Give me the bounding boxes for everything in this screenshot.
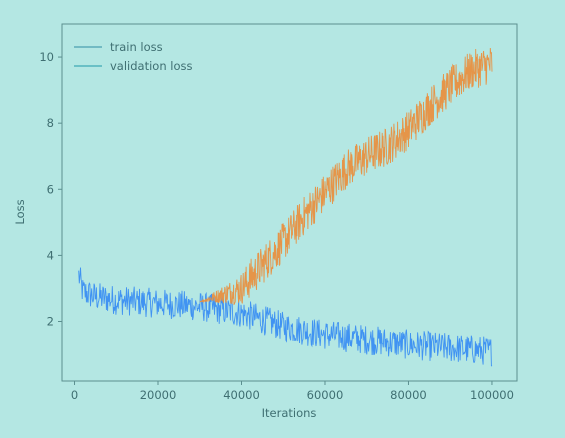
y-tick-label: 2 <box>47 315 54 329</box>
x-tick-label: 20000 <box>140 388 177 402</box>
series-line-train-loss <box>78 267 493 367</box>
series-line-validation-loss <box>199 47 493 306</box>
x-axis-label: Iterations <box>262 406 317 420</box>
x-tick-label: 80000 <box>390 388 427 402</box>
y-axis-ticks: 2 4 6 8 10 <box>39 50 62 329</box>
legend: train loss validation loss <box>74 40 193 73</box>
y-axis-label: Loss <box>13 199 27 224</box>
legend-label-train-loss: train loss <box>110 40 163 54</box>
x-tick-label: 0 <box>71 388 78 402</box>
series-layer <box>78 47 493 367</box>
x-tick-label: 40000 <box>223 388 260 402</box>
legend-label-validation-loss: validation loss <box>110 59 193 73</box>
x-axis-ticks: 0 20000 40000 60000 80000 100000 <box>71 381 514 402</box>
y-tick-label: 8 <box>47 116 54 130</box>
y-tick-label: 10 <box>39 50 54 64</box>
x-tick-label: 60000 <box>307 388 344 402</box>
y-tick-label: 6 <box>47 182 54 196</box>
plot-frame <box>61 23 518 382</box>
x-tick-label: 100000 <box>470 388 514 402</box>
y-tick-label: 4 <box>47 248 54 262</box>
